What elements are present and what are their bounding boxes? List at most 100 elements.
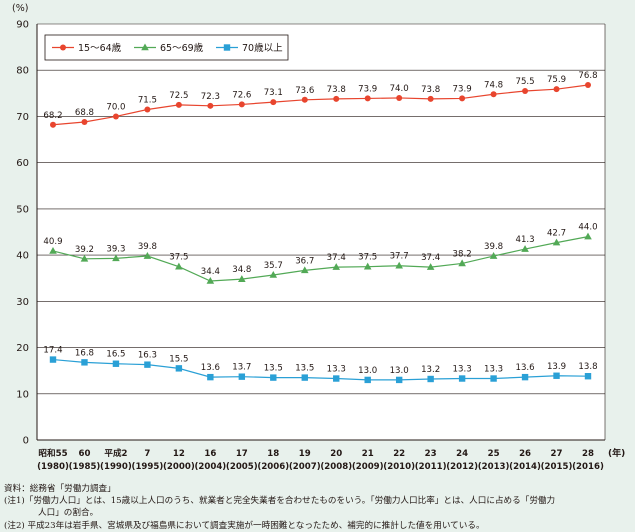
source-note: 資料：総務省「労働力調査」 <box>4 484 116 494</box>
data-point <box>395 376 403 384</box>
data-label: 73.6 <box>295 86 314 96</box>
data-point <box>80 254 89 262</box>
y-tick-label: 90 <box>16 20 29 31</box>
y-tick-label: 80 <box>16 66 29 77</box>
data-point <box>270 99 277 106</box>
data-point <box>427 375 434 383</box>
x-tick-year-label: (2007) <box>289 462 321 472</box>
series-line <box>52 84 589 126</box>
x-tick-year-label: (2004) <box>194 462 226 472</box>
series-group: 68.2 68.8 70.0 71.5 72.5 72.3 72.6 73.1 73.6 73.8… <box>43 71 598 384</box>
chart-notes: 資料：総務省「労働力調査」 (注1)「労働力人口」とは、15歳以上人口のうち、就… <box>4 483 634 532</box>
note-2: (注2) 平成23年は岩手県、宮城県及び福島県において調査実施が一時困難となった… <box>4 520 485 531</box>
data-point <box>552 238 561 246</box>
data-label: 75.5 <box>515 77 534 87</box>
data-label: 13.6 <box>515 363 534 373</box>
data-label: 13.2 <box>421 365 440 375</box>
data-label: 34.8 <box>232 265 251 275</box>
data-point <box>81 359 88 366</box>
data-label: 13.9 <box>547 362 566 372</box>
data-point <box>50 121 56 128</box>
data-label: 72.6 <box>232 90 251 100</box>
data-point <box>521 245 529 252</box>
legend-item-3: 70歳以上 <box>216 42 283 54</box>
data-label: 37.4 <box>421 253 440 263</box>
data-point <box>332 263 341 270</box>
x-tick-year-label: (2009) <box>352 462 384 472</box>
data-point <box>112 113 119 120</box>
x-tick-year-label: (2012) <box>446 462 478 472</box>
data-point <box>584 232 592 240</box>
x-tick-year-label: (2010) <box>383 462 415 472</box>
legend-marker <box>141 43 149 51</box>
x-tick-label: 20 <box>330 449 342 459</box>
data-label: 74.0 <box>390 84 409 94</box>
x-tick-year-label: (2013) <box>478 462 510 472</box>
data-point <box>301 96 308 103</box>
gridlines <box>36 23 606 441</box>
data-point <box>364 95 371 102</box>
data-label: 37.4 <box>327 253 346 263</box>
y-tick-label: 50 <box>16 204 29 215</box>
data-point <box>207 373 214 381</box>
x-tick-label: 18 <box>267 449 279 459</box>
data-label: 13.0 <box>390 366 409 376</box>
data-label: 76.8 <box>578 71 597 81</box>
series-1: 68.2 68.8 70.0 71.5 72.5 72.3 72.6 73.1 73.6 73.8… <box>43 71 598 128</box>
x-tick-year-label: (2006) <box>257 462 289 472</box>
data-point <box>81 118 88 125</box>
plot-area <box>37 24 605 440</box>
data-point <box>427 95 434 102</box>
data-label: 35.7 <box>264 261 283 271</box>
data-point <box>301 374 308 381</box>
data-label: 41.3 <box>515 235 534 245</box>
x-tick-label: 60 <box>78 449 90 459</box>
note-1: (注1)「労働力人口」とは、15歳以上人口のうち、就業者と完全失業者を合わせたも… <box>4 496 556 507</box>
note-1-continued: 人口」の割合。 <box>38 508 99 519</box>
data-label: 13.3 <box>327 365 346 375</box>
data-label: 39.3 <box>106 244 125 254</box>
data-point <box>175 365 183 372</box>
data-point <box>269 270 278 278</box>
x-tick-label: 25 <box>488 449 500 459</box>
legend-label: 65～69歳 <box>160 42 204 54</box>
x-tick-label: 21 <box>362 449 374 459</box>
data-point <box>553 372 560 379</box>
x-tick-year-label: (2005) <box>226 462 258 472</box>
data-point <box>238 373 246 380</box>
data-point <box>207 102 214 109</box>
data-label: 37.5 <box>169 253 188 263</box>
data-point <box>49 246 57 254</box>
data-label: 16.5 <box>106 350 125 360</box>
data-label: 73.8 <box>421 85 440 95</box>
x-tick-label: 12 <box>173 449 185 459</box>
x-tick-year-label: (2008) <box>320 462 352 472</box>
data-point <box>333 375 340 382</box>
data-label: 13.8 <box>578 362 597 372</box>
data-label: 73.8 <box>327 85 346 95</box>
data-label: 44.0 <box>578 223 597 233</box>
data-point <box>489 252 498 259</box>
legend-label: 70歳以上 <box>242 42 283 54</box>
x-tick-year-label: (2016) <box>572 462 604 472</box>
x-tick-label: 19 <box>299 449 311 459</box>
legend-item-1: 15～64歳 <box>52 42 122 54</box>
data-point <box>300 266 309 274</box>
data-label: 13.5 <box>264 364 283 374</box>
x-tick-label: 24 <box>456 449 468 459</box>
x-tick-year-label: (1995) <box>132 462 164 472</box>
x-tick-label: 17 <box>236 449 248 459</box>
data-point <box>522 88 529 95</box>
data-point <box>144 106 151 113</box>
data-point <box>333 95 340 102</box>
data-point <box>521 373 529 381</box>
data-label: 39.8 <box>138 242 157 252</box>
x-tick-year-label: (2014) <box>509 462 541 472</box>
data-label: 36.7 <box>295 256 314 266</box>
data-point <box>490 91 497 98</box>
data-point <box>144 361 151 368</box>
data-label: 13.0 <box>358 366 377 376</box>
data-label: 17.4 <box>43 346 62 356</box>
series-line <box>52 236 589 282</box>
data-label: 72.5 <box>169 91 188 101</box>
